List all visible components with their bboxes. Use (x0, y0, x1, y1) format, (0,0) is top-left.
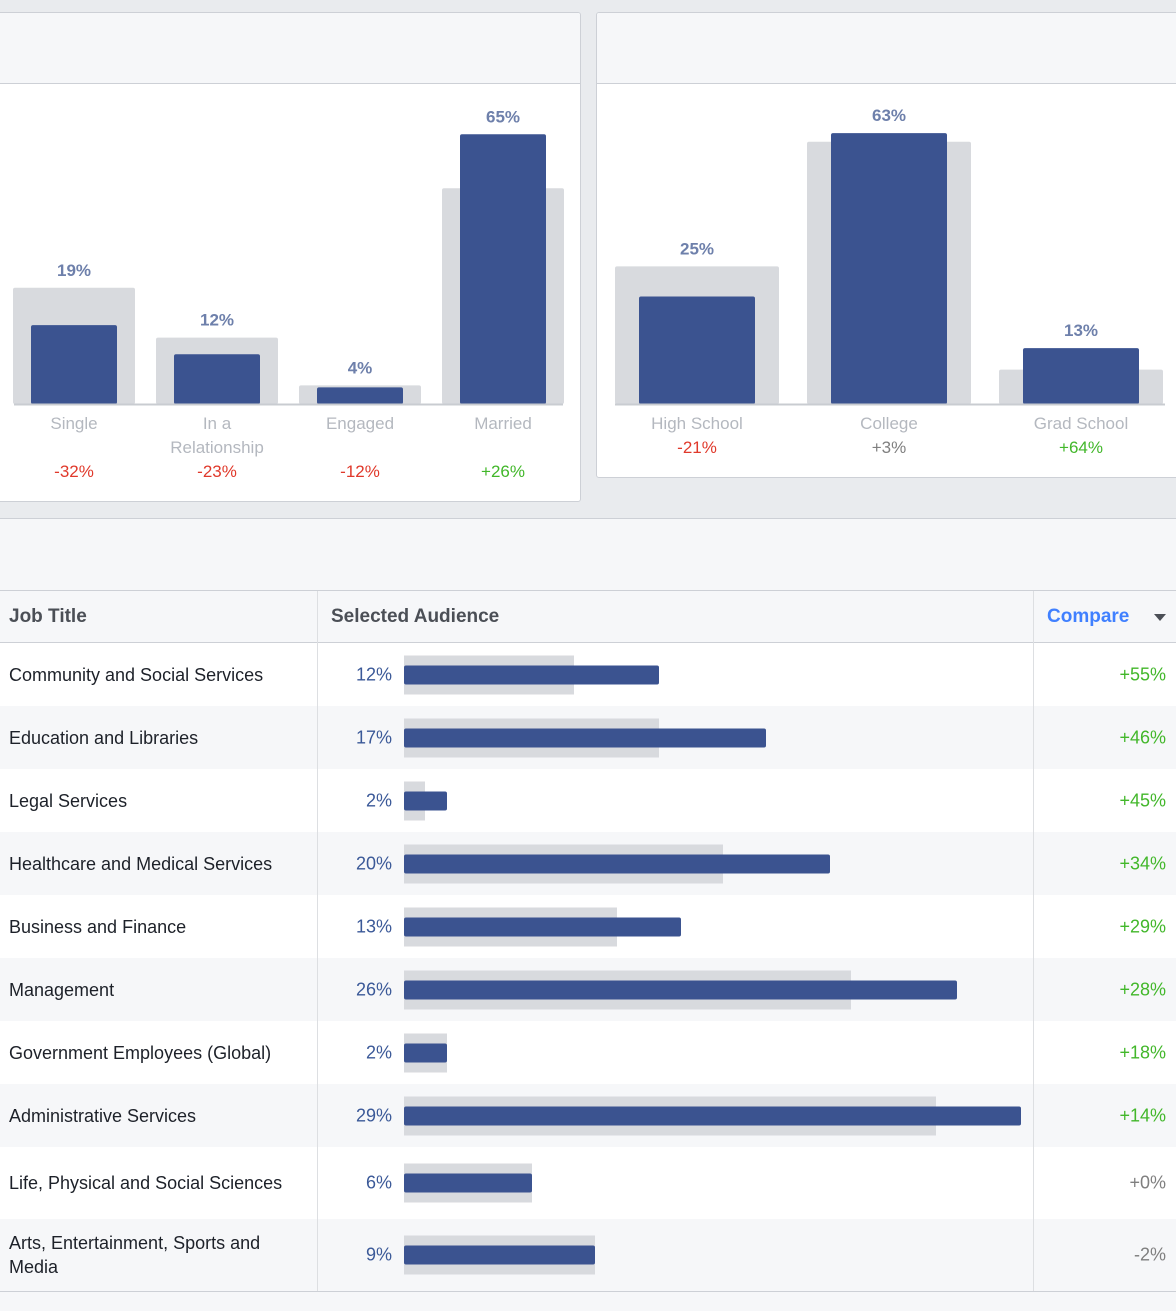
compare-change: +46% (1119, 727, 1166, 747)
audience-bar[interactable] (404, 1043, 447, 1062)
job-title-cell: Arts, Entertainment, Sports and Media (9, 1233, 261, 1277)
education-chart: 25% High School -21% 63% College +3% 13% Grad S… (615, 106, 1165, 457)
education-bar-value: 25% (680, 239, 714, 258)
audience-percent: 12% (355, 664, 392, 684)
relationship-change-value: +26% (481, 462, 525, 481)
compare-change: +14% (1119, 1105, 1166, 1125)
education-change-value: +64% (1059, 438, 1103, 457)
education-category-label: Grad School (1034, 414, 1129, 433)
relationship-bar[interactable] (317, 387, 403, 404)
education-bar-value: 13% (1064, 321, 1098, 340)
education-bar[interactable] (1023, 348, 1139, 404)
compare-change: +0% (1129, 1172, 1166, 1193)
audience-percent: 6% (365, 1172, 392, 1193)
relationship-chart: 19% Single -32% 12% In a Relationship -23% 4% En… (13, 107, 564, 481)
compare-change: +45% (1119, 790, 1166, 810)
table-row[interactable]: Administrative Services 29% +14% (0, 1084, 1176, 1147)
audience-percent: 29% (355, 1105, 392, 1125)
audience-percent: 26% (355, 979, 392, 999)
job-title-cell: Business and Finance (9, 916, 187, 937)
audience-bar[interactable] (404, 1173, 532, 1193)
table-row[interactable]: Legal Services 2% +45% (0, 769, 1176, 832)
audience-percent: 17% (355, 727, 392, 747)
relationship-category-label: Single (50, 414, 97, 433)
table-row[interactable]: Management 26% +28% (0, 958, 1176, 1021)
compare-change: +34% (1119, 853, 1166, 873)
job-title-cell: Legal Services (9, 790, 128, 811)
job-title-cell: Life, Physical and Social Sciences (9, 1173, 283, 1193)
education-bar[interactable] (639, 296, 755, 405)
compare-change: +29% (1119, 916, 1166, 936)
compare-change: +55% (1119, 664, 1166, 684)
audience-percent: 13% (355, 916, 392, 936)
audience-bar[interactable] (404, 980, 958, 999)
table-row[interactable]: Arts, Entertainment, Sports and Media 9% -… (0, 1219, 1176, 1291)
selected-audience-header[interactable]: Selected Audience (331, 606, 500, 627)
relationship-bar-value: 65% (486, 107, 520, 126)
job-title-cell: Community and Social Services (9, 664, 264, 685)
column-divider (1033, 591, 1034, 1291)
table-header: Job Title Selected Audience Compare (0, 591, 1176, 643)
relationship-category-label: In a (203, 414, 232, 433)
table-row[interactable]: Education and Libraries 17% +46% (0, 706, 1176, 769)
audience-bar[interactable] (404, 791, 447, 810)
relationship-panel: 19% Single -32% 12% In a Relationship -23% 4% En… (0, 12, 581, 502)
education-bar[interactable] (831, 133, 947, 404)
compare-dropdown[interactable]: Compare (1047, 606, 1130, 627)
job-title-table: Job Title Selected Audience Compare Comm… (0, 590, 1176, 1292)
audience-bar[interactable] (404, 854, 830, 873)
audience-percent: 20% (355, 853, 392, 873)
relationship-category-label: Relationship (170, 438, 264, 457)
audience-bar[interactable] (404, 665, 660, 684)
relationship-panel-header (0, 13, 580, 84)
relationship-category-label: Engaged (326, 414, 394, 433)
relationship-change-value: -32% (54, 462, 94, 481)
education-category-label: College (860, 414, 918, 433)
audience-percent: 9% (365, 1244, 392, 1265)
audience-bar[interactable] (404, 728, 766, 747)
relationship-bar[interactable] (460, 134, 546, 404)
compare-change: -2% (1133, 1244, 1166, 1265)
table-row[interactable]: Healthcare and Medical Services 20% +34% (0, 832, 1176, 895)
relationship-category-label: Married (474, 414, 532, 433)
education-category-label: High School (651, 414, 743, 433)
audience-percent: 2% (365, 1042, 392, 1062)
audience-bar[interactable] (404, 1106, 1021, 1125)
table-row[interactable]: Life, Physical and Social Sciences 6% +0% (0, 1147, 1176, 1219)
compare-change: +28% (1119, 979, 1166, 999)
education-panel: 25% High School -21% 63% College +3% 13% Grad S… (596, 12, 1176, 478)
relationship-change-value: -12% (340, 462, 380, 481)
compare-change: +18% (1119, 1042, 1166, 1062)
job-title-cell: Administrative Services (9, 1105, 197, 1126)
audience-bar[interactable] (404, 1245, 596, 1265)
relationship-bar[interactable] (174, 354, 260, 404)
table-row[interactable]: Community and Social Services 12% +55% (0, 643, 1176, 706)
relationship-bar-value: 12% (200, 311, 234, 330)
education-bar-value: 63% (872, 106, 906, 125)
education-change-value: -21% (677, 438, 717, 457)
table-row[interactable]: Government Employees (Global) 2% +18% (0, 1021, 1176, 1084)
caret-down-icon[interactable] (1154, 614, 1166, 621)
audience-bar[interactable] (404, 917, 681, 936)
job-title-header[interactable]: Job Title (9, 606, 87, 627)
job-title-section: Job Title Selected Audience Compare Comm… (0, 518, 1176, 1311)
table-body: Community and Social Services 12% +55% Educ… (0, 643, 1176, 1291)
education-panel-header (597, 13, 1176, 84)
relationship-bar[interactable] (31, 325, 117, 404)
table-row[interactable]: Business and Finance 13% +29% (0, 895, 1176, 958)
audience-percent: 2% (365, 790, 392, 810)
job-title-cell: Management (9, 979, 115, 1000)
job-title-cell: Healthcare and Medical Services (9, 853, 273, 874)
job-title-cell: Government Employees (Global) (9, 1042, 272, 1063)
education-change-value: +3% (872, 438, 907, 457)
relationship-bar-value: 19% (57, 261, 91, 280)
relationship-change-value: -23% (197, 462, 237, 481)
column-divider (317, 591, 318, 1291)
job-title-cell: Education and Libraries (9, 727, 199, 748)
relationship-bar-value: 4% (348, 358, 373, 377)
